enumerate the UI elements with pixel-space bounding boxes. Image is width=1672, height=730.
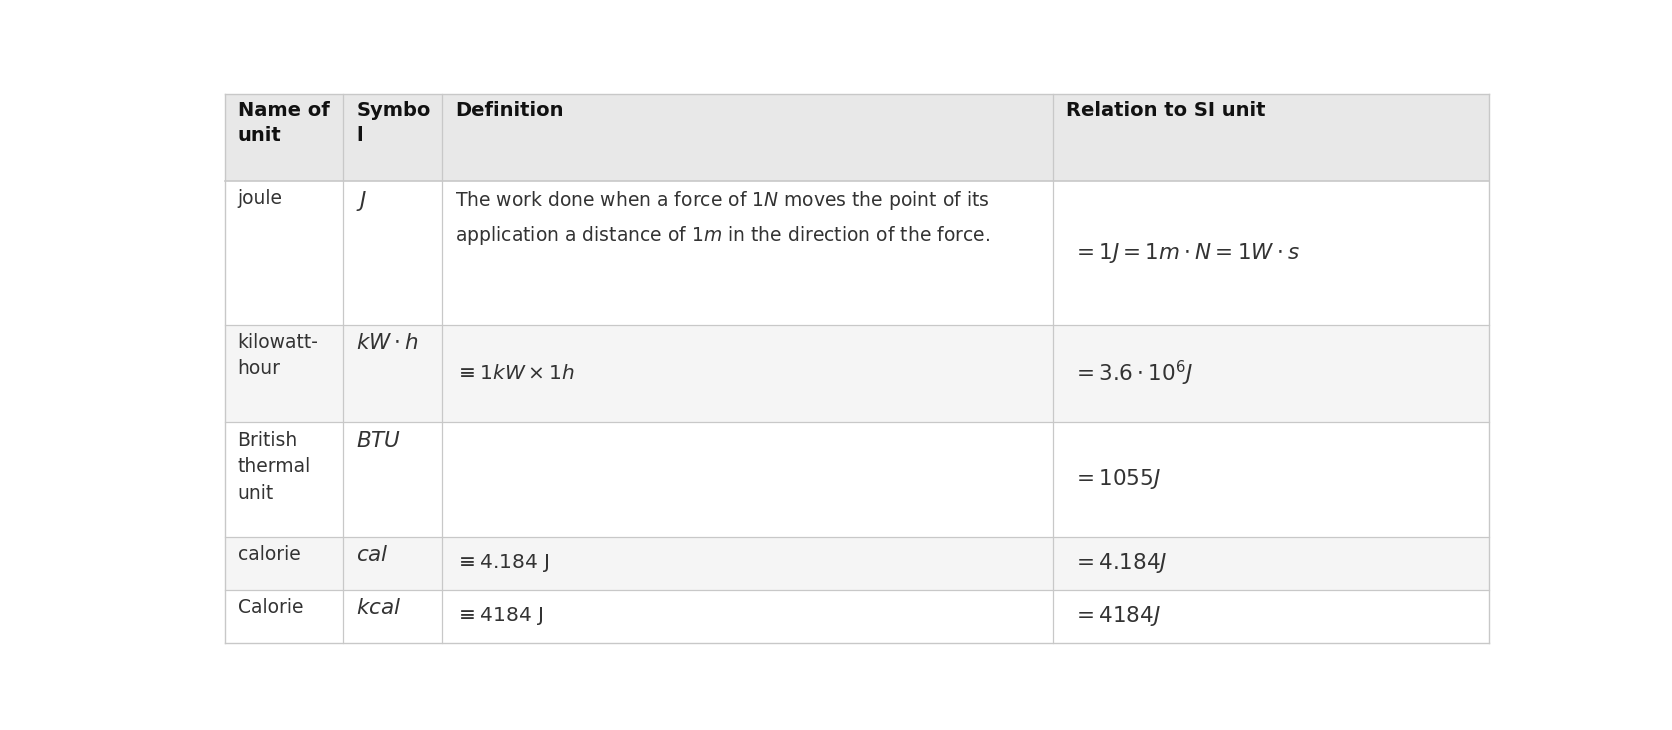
Text: $= 1055J$: $= 1055J$ — [1072, 467, 1160, 491]
Text: The work done when a force of $1N$ moves the point of its
application a distance: The work done when a force of $1N$ moves… — [455, 189, 990, 247]
Text: joule: joule — [237, 189, 283, 208]
Bar — [224, 94, 1490, 181]
Text: calorie: calorie — [237, 545, 301, 564]
Text: Symbo
l: Symbo l — [356, 101, 431, 145]
Text: $kcal$: $kcal$ — [356, 598, 401, 618]
Text: $\equiv 1kW \times 1h$: $\equiv 1kW \times 1h$ — [455, 364, 575, 383]
Text: $= 4.184J$: $= 4.184J$ — [1072, 551, 1169, 575]
Text: Definition: Definition — [455, 101, 563, 120]
Bar — [224, 325, 1490, 423]
Text: $kW \cdot h$: $kW \cdot h$ — [356, 333, 420, 353]
Bar — [224, 537, 1490, 590]
Bar — [224, 181, 1490, 325]
Text: $cal$: $cal$ — [356, 545, 390, 564]
Text: $= 3.6 \cdot 10^{6} J$: $= 3.6 \cdot 10^{6} J$ — [1072, 359, 1194, 388]
Text: $\equiv 4184$ J: $\equiv 4184$ J — [455, 605, 543, 627]
Text: $= 4184J$: $= 4184J$ — [1072, 604, 1160, 629]
Text: Relation to SI unit: Relation to SI unit — [1065, 101, 1266, 120]
Text: kilowatt-
hour: kilowatt- hour — [237, 333, 318, 378]
Text: $BTU$: $BTU$ — [356, 431, 401, 450]
Text: $= 1J = 1m \cdot N = 1W \cdot s$: $= 1J = 1m \cdot N = 1W \cdot s$ — [1072, 241, 1301, 265]
Text: Calorie: Calorie — [237, 598, 303, 617]
Bar — [224, 590, 1490, 643]
Text: $J$: $J$ — [356, 189, 368, 213]
Bar — [224, 423, 1490, 537]
Text: Name of
unit: Name of unit — [237, 101, 329, 145]
Text: British
thermal
unit: British thermal unit — [237, 431, 311, 502]
Text: $\equiv 4.184$ J: $\equiv 4.184$ J — [455, 552, 550, 574]
